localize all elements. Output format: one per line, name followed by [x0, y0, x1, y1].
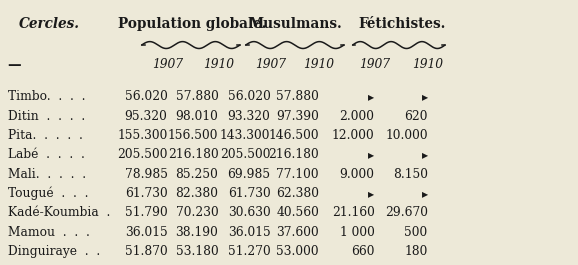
Text: 620: 620	[404, 109, 428, 123]
Text: 98.010: 98.010	[176, 109, 218, 123]
Text: 1907: 1907	[255, 58, 286, 72]
Text: 82.380: 82.380	[176, 187, 218, 200]
Text: 36.015: 36.015	[228, 226, 271, 239]
Text: Ditin  .  .  .  .: Ditin . . . .	[8, 109, 85, 123]
Text: Cercles.: Cercles.	[19, 17, 80, 31]
Text: 38.190: 38.190	[176, 226, 218, 239]
Text: Tougué  .  .  .: Tougué . . .	[8, 187, 88, 200]
Text: 29.670: 29.670	[385, 206, 428, 219]
Text: 1 000: 1 000	[340, 226, 375, 239]
Text: 51.790: 51.790	[125, 206, 168, 219]
Text: 155.300: 155.300	[117, 129, 168, 142]
Text: 57.880: 57.880	[276, 90, 319, 103]
Text: Mamou  .  .  .: Mamou . . .	[8, 226, 90, 239]
Text: Fétichistes.: Fétichistes.	[358, 17, 446, 31]
Text: 36.015: 36.015	[125, 226, 168, 239]
Text: 180: 180	[405, 245, 428, 258]
Text: Kadé-Koumbia  .: Kadé-Koumbia .	[8, 206, 110, 219]
Text: ▸: ▸	[368, 148, 375, 161]
Text: 1910: 1910	[303, 58, 335, 72]
Text: 40.560: 40.560	[276, 206, 319, 219]
Text: 216.180: 216.180	[268, 148, 319, 161]
Text: 78.985: 78.985	[125, 167, 168, 181]
Text: 85.250: 85.250	[176, 167, 218, 181]
Text: 61.730: 61.730	[125, 187, 168, 200]
Text: 53.180: 53.180	[176, 245, 218, 258]
Text: 12.000: 12.000	[332, 129, 375, 142]
Text: Population globale.: Population globale.	[118, 17, 266, 31]
Text: 216.180: 216.180	[168, 148, 218, 161]
Text: ▸: ▸	[368, 187, 375, 200]
Text: Musulmans.: Musulmans.	[248, 17, 342, 31]
Text: 56.020: 56.020	[228, 90, 271, 103]
Text: 156.500: 156.500	[168, 129, 218, 142]
Text: 9.000: 9.000	[339, 167, 375, 181]
Text: 205.500: 205.500	[117, 148, 168, 161]
Text: Labé  .  .  .  .: Labé . . . .	[8, 148, 84, 161]
Text: 1910: 1910	[412, 58, 443, 72]
Text: 56.020: 56.020	[125, 90, 168, 103]
Text: 62.380: 62.380	[276, 187, 319, 200]
Text: 57.880: 57.880	[176, 90, 218, 103]
Text: 70.230: 70.230	[176, 206, 218, 219]
Text: 146.500: 146.500	[268, 129, 319, 142]
Text: 95.320: 95.320	[125, 109, 168, 123]
Text: Pita.  .  .  .  .: Pita. . . . .	[8, 129, 83, 142]
Text: 30.630: 30.630	[228, 206, 271, 219]
Text: ▸: ▸	[368, 90, 375, 103]
Text: 61.730: 61.730	[228, 187, 271, 200]
Text: Dinguiraye  .  .: Dinguiraye . .	[8, 245, 100, 258]
Text: 77.100: 77.100	[276, 167, 319, 181]
Text: 205.500: 205.500	[220, 148, 271, 161]
Text: 143.300: 143.300	[220, 129, 271, 142]
Text: 8.150: 8.150	[392, 167, 428, 181]
Text: 660: 660	[351, 245, 375, 258]
Text: 97.390: 97.390	[276, 109, 319, 123]
Text: Mali.  .  .  .  .: Mali. . . . .	[8, 167, 86, 181]
Text: ▸: ▸	[421, 90, 428, 103]
Text: 69.985: 69.985	[227, 167, 271, 181]
Text: 1907: 1907	[152, 58, 183, 72]
Text: Timbo.  .  .  .: Timbo. . . .	[8, 90, 85, 103]
Text: 21.160: 21.160	[332, 206, 375, 219]
Text: 10.000: 10.000	[385, 129, 428, 142]
Text: 51.870: 51.870	[125, 245, 168, 258]
Text: 37.600: 37.600	[276, 226, 319, 239]
Text: 2.000: 2.000	[339, 109, 375, 123]
Text: ▸: ▸	[421, 187, 428, 200]
Text: ▸: ▸	[421, 148, 428, 161]
Text: 53.000: 53.000	[276, 245, 319, 258]
Text: 93.320: 93.320	[228, 109, 271, 123]
Text: 51.270: 51.270	[228, 245, 271, 258]
Text: 500: 500	[405, 226, 428, 239]
Text: —: —	[8, 58, 21, 72]
Text: 1907: 1907	[359, 58, 390, 72]
Text: 1910: 1910	[203, 58, 234, 72]
